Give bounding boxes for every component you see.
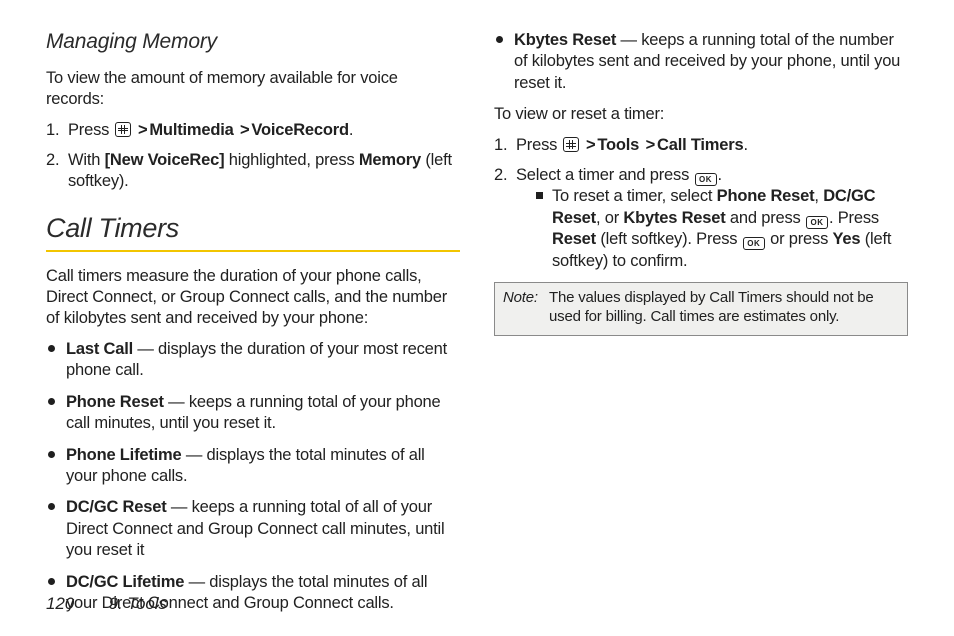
note-label: Note: bbox=[503, 289, 549, 327]
list-item: DC/GC Reset — keeps a running total of a… bbox=[66, 497, 460, 561]
list-item: Phone Reset — keeps a running total of y… bbox=[66, 392, 460, 435]
call-timers-intro: Call timers measure the duration of your… bbox=[46, 266, 460, 329]
page-footer: 120 9. Tools bbox=[46, 594, 167, 614]
heading-rule bbox=[46, 250, 460, 252]
timer-definitions: Last Call — displays the duration of you… bbox=[46, 339, 460, 615]
intro-memory: To view the amount of memory available f… bbox=[46, 68, 460, 110]
view-reset-substeps: To reset a timer, select Phone Reset, DC… bbox=[516, 186, 908, 272]
chevron-right-icon: > bbox=[240, 120, 249, 141]
right-column: Kbytes Reset — keeps a running total of … bbox=[494, 30, 908, 578]
chevron-right-icon: > bbox=[646, 135, 655, 156]
page-number: 120 bbox=[46, 594, 74, 613]
list-item: Phone Lifetime — displays the total minu… bbox=[66, 445, 460, 488]
ok-key-icon bbox=[743, 237, 765, 250]
timer-definitions-cont: Kbytes Reset — keeps a running total of … bbox=[494, 30, 908, 94]
heading-managing-memory: Managing Memory bbox=[46, 30, 460, 54]
menu-key-icon bbox=[563, 137, 579, 152]
list-item: To reset a timer, select Phone Reset, DC… bbox=[552, 186, 908, 272]
chevron-right-icon: > bbox=[586, 135, 595, 156]
ok-key-icon bbox=[806, 216, 828, 229]
list-item: Kbytes Reset — keeps a running total of … bbox=[514, 30, 908, 94]
heading-call-timers: Call Timers bbox=[46, 213, 460, 244]
memory-step-2: 2. With [New VoiceRec] highlighted, pres… bbox=[68, 150, 460, 193]
chevron-right-icon: > bbox=[138, 120, 147, 141]
memory-steps: 1. Press >Multimedia >VoiceRecord. 2. Wi… bbox=[46, 120, 460, 192]
view-reset-step-1: 1. Press >Tools >Call Timers. bbox=[516, 135, 908, 156]
view-reset-intro: To view or reset a timer: bbox=[494, 104, 908, 125]
note-box: Note: The values displayed by Call Timer… bbox=[494, 282, 908, 336]
view-reset-steps: 1. Press >Tools >Call Timers. 2. Select … bbox=[494, 135, 908, 272]
left-column: Managing Memory To view the amount of me… bbox=[46, 30, 460, 578]
view-reset-step-2: 2. Select a timer and press . To reset a… bbox=[516, 165, 908, 272]
note-text: The values displayed by Call Timers shou… bbox=[549, 289, 899, 327]
memory-step-1: 1. Press >Multimedia >VoiceRecord. bbox=[68, 120, 460, 141]
ok-key-icon bbox=[695, 173, 717, 186]
menu-key-icon bbox=[115, 122, 131, 137]
list-item: Last Call — displays the duration of you… bbox=[66, 339, 460, 382]
section-title: 9. Tools bbox=[109, 594, 167, 613]
